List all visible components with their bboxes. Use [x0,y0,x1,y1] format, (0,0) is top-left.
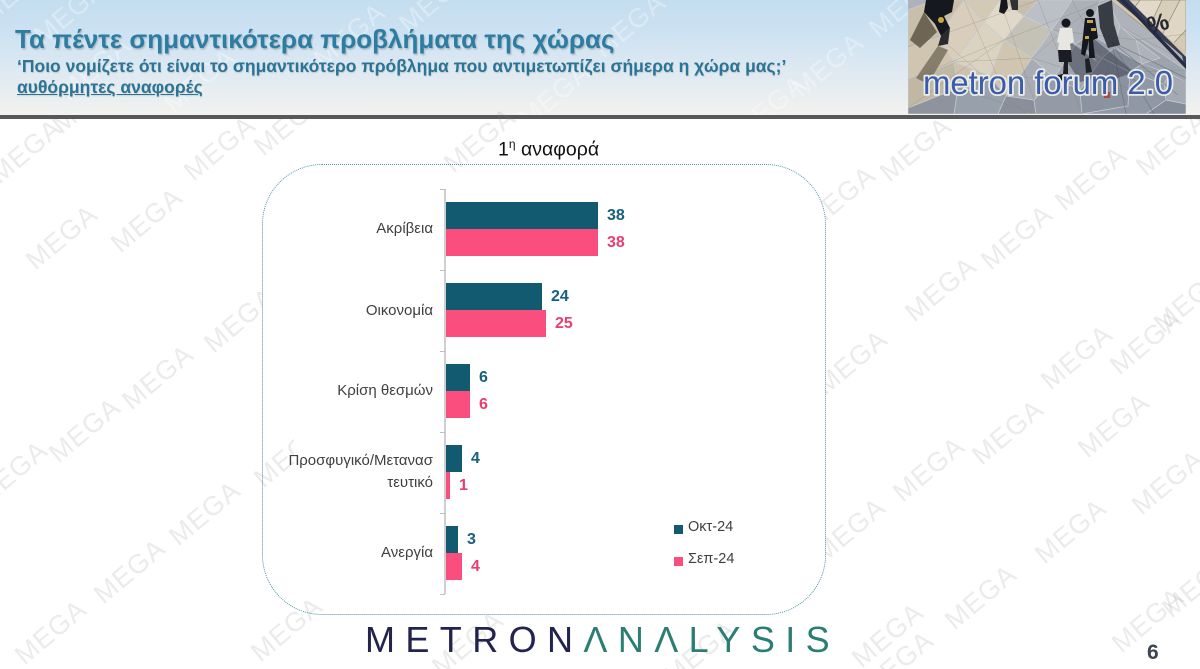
svg-text:metron forum 2.0: metron forum 2.0 [923,64,1173,101]
